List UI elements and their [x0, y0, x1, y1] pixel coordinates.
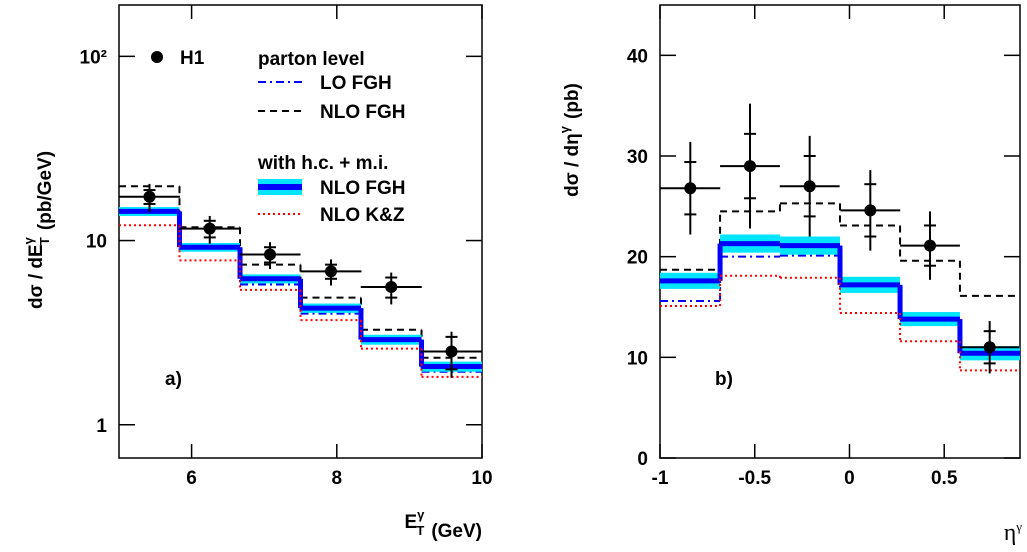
data-point — [983, 341, 996, 354]
y-tick-label: 10 — [627, 348, 648, 369]
y-tick-label: 20 — [627, 248, 648, 269]
data-point — [803, 180, 816, 193]
x-tick-label: -1 — [652, 468, 669, 489]
axis-label-unit: (GeV) — [431, 521, 482, 542]
legend-label: H1 — [180, 48, 205, 69]
legend-marker — [151, 51, 163, 63]
data-point — [203, 222, 216, 235]
data-point — [924, 239, 936, 252]
data-point — [744, 160, 756, 173]
panel-label: b) — [715, 369, 733, 390]
data-point — [445, 345, 458, 358]
x-tick-label: 0 — [844, 468, 855, 489]
plot-frame — [659, 4, 1021, 459]
axis-label-sub: T — [37, 237, 52, 245]
axis-label-text: dσ / dE — [26, 244, 47, 309]
x-tick-label: -0.5 — [738, 468, 771, 489]
data-point — [385, 280, 398, 293]
panel: 6 8 10 1 10 10² a) parton level with h.c. + m.i.… — [80, 4, 493, 489]
legend-heading: with h.c. + m.i. — [257, 153, 388, 174]
y-tick-label: 0 — [637, 449, 648, 470]
x-tick-label: 8 — [332, 468, 343, 489]
y-tick-label: 40 — [627, 46, 648, 67]
axis-label: Eγ T (GeV) — [404, 507, 482, 542]
data-point — [324, 265, 337, 278]
legend-label: LO FGH — [320, 73, 392, 94]
legend-label: NLO FGH — [320, 102, 406, 123]
axis-label-sub: T — [416, 523, 424, 538]
data-point — [864, 204, 877, 217]
y-tick-label: 30 — [627, 147, 648, 168]
plot-frame — [118, 4, 483, 459]
axis-label-text: E — [404, 512, 417, 533]
legend-label: NLO FGH — [320, 178, 406, 199]
data-point — [143, 190, 156, 203]
data-point — [684, 182, 697, 195]
y-tick-label: 10 — [86, 232, 107, 253]
panel: -1 -0.5 0 0.5 0 10 20 30 40 b) — [627, 4, 1021, 489]
axis-label-sup: γ — [417, 507, 425, 522]
axis-label-sup: γ — [1015, 519, 1022, 534]
x-tick-label: 0.5 — [931, 468, 958, 489]
axis-label: ηγ — [1004, 519, 1023, 546]
axis-label: dσ / dηγ (pb) — [557, 83, 583, 197]
y-tick-label: 1 — [96, 416, 107, 437]
legend-heading: parton level — [258, 49, 365, 70]
x-tick-label: 6 — [186, 468, 197, 489]
x-tick-label: 10 — [471, 468, 492, 489]
data-point — [264, 248, 277, 261]
legend-label: NLO K&Z — [320, 205, 405, 226]
axis-label-unit: (pb) — [562, 83, 583, 119]
axis-label-text: η — [1004, 520, 1017, 546]
axis-label-sup: γ — [557, 125, 572, 133]
axis-label-sup: γ — [21, 236, 36, 244]
y-tick-label: 10² — [80, 47, 107, 68]
axis-label: dσ / dEγT (pb/GeV) — [21, 151, 56, 309]
axis-label-text: dσ / dη — [562, 133, 583, 197]
panel-label: a) — [165, 369, 182, 390]
axis-label-unit: (pb/GeV) — [35, 151, 56, 230]
